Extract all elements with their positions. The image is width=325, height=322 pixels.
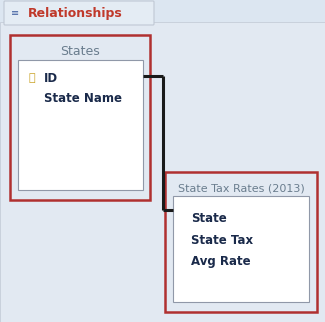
Text: ≡: ≡ — [11, 8, 19, 18]
Text: State: State — [191, 212, 227, 224]
Text: States: States — [60, 44, 100, 58]
Bar — [173, 196, 309, 302]
Text: State Name: State Name — [44, 91, 122, 105]
Bar — [165, 172, 317, 312]
Text: Relationships: Relationships — [28, 6, 123, 20]
FancyBboxPatch shape — [4, 1, 154, 25]
Bar — [18, 60, 143, 190]
Text: 🔑: 🔑 — [29, 73, 35, 83]
Bar — [10, 35, 150, 200]
Text: ID: ID — [44, 71, 58, 84]
Text: Avg Rate: Avg Rate — [191, 255, 251, 269]
Text: State Tax: State Tax — [191, 233, 253, 247]
Text: State Tax Rates (2013): State Tax Rates (2013) — [178, 183, 305, 193]
